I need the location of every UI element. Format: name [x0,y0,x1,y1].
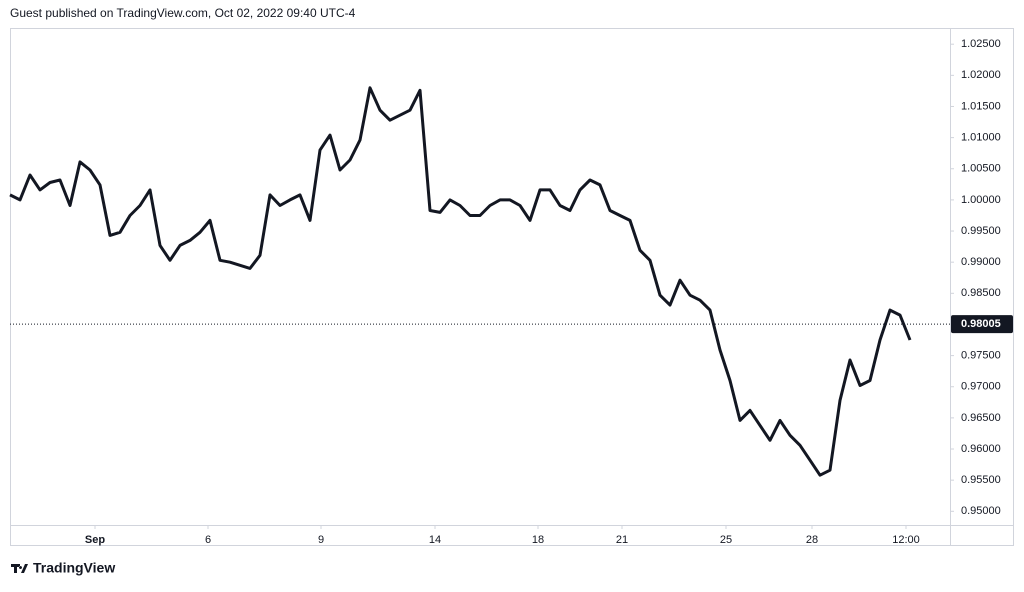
y-tick-label: 1.00000 [961,194,1001,206]
y-tick-label: 0.99000 [961,256,1001,268]
y-tick-label: 1.01500 [961,100,1001,112]
y-tick-label: 1.00500 [961,163,1001,175]
pane-border [10,28,1014,546]
y-tick-label: 0.96000 [961,443,1001,455]
header: Guest published on TradingView.com, Oct … [10,6,356,20]
price-line [9,86,912,477]
y-tick-label: 0.97500 [961,350,1001,362]
logo [11,564,28,573]
x-tick-label: 12:00 [892,534,920,546]
last-price-box [951,315,1013,334]
x-tick-label: Sep [85,534,105,546]
last-price-label: 0.98005 [961,318,1001,330]
y-tick-label: 0.96500 [961,412,1001,424]
y-tick-label: 0.95000 [961,505,1001,517]
x-tick-label: 14 [429,534,441,546]
x-tick-label: 21 [616,534,628,546]
x-tick-label: 6 [205,534,211,546]
x-tick-label: 18 [532,534,544,546]
y-tick-label: 1.02000 [961,69,1001,81]
y-tick-label: 1.01000 [961,132,1001,144]
y-tick-label: 1.02500 [961,38,1001,50]
y-tick-label: 0.98500 [961,287,1001,299]
x-tick-label: 28 [806,534,818,546]
y-tick-label: 0.99500 [961,225,1001,237]
y-tick-label: 0.95500 [961,474,1001,486]
y-tick-label: 0.97000 [961,381,1001,393]
x-tick-label: 9 [318,534,324,546]
x-tick-label: 25 [720,534,732,546]
footer: TradingView [33,560,115,576]
